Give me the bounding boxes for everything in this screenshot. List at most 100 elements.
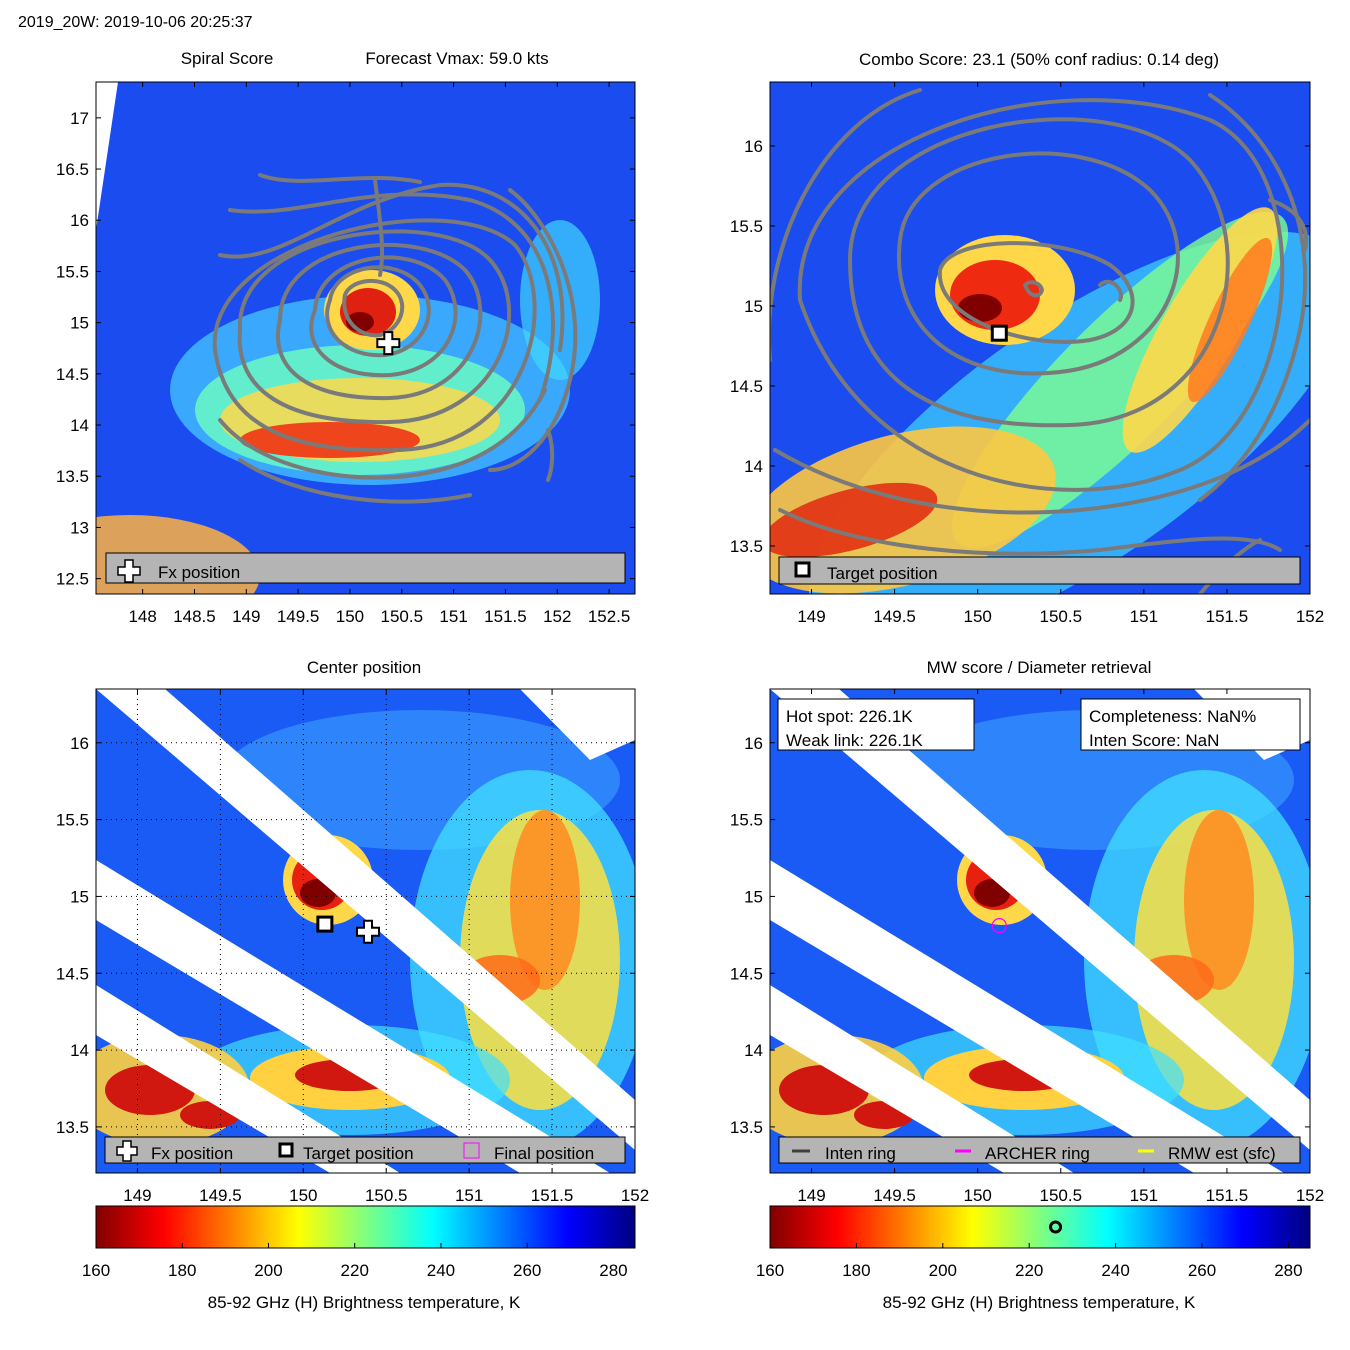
center-ytick-label: 16 xyxy=(70,734,89,753)
mw-info-right-box xyxy=(1080,698,1301,751)
spiral-x-ticks: 148 148.5 149 149.5 150 150.5 151 151.5 152 152.5 xyxy=(128,82,630,626)
combo-ytick-label: 15.5 xyxy=(730,217,763,236)
mw-ytick-label: 15.5 xyxy=(730,811,763,830)
spiral-xtick-label: 148.5 xyxy=(173,607,216,626)
mw-xtick-label: 150.5 xyxy=(1039,1186,1082,1205)
combo-xtick-label: 149 xyxy=(797,607,825,626)
colorbar-right-tick-label: 240 xyxy=(1101,1261,1129,1280)
spiral-contour-2 xyxy=(325,265,431,358)
spiral-ytick-label: 12.5 xyxy=(56,570,89,589)
spiral-xtick-label: 151.5 xyxy=(484,607,527,626)
spiral-axes-frame xyxy=(95,81,636,595)
colorbar-right-tick-label: 160 xyxy=(756,1261,784,1280)
spiral-ytick-label: 16 xyxy=(70,211,89,230)
combo-contour-12 xyxy=(1098,279,1123,302)
center-gap-3 xyxy=(96,985,400,1173)
combo-panel: Combo Score: 23.1 (50% conf radius: 0.14… xyxy=(730,50,1324,626)
colorbar-left-ticks: 160 180 200 220 240 260 280 xyxy=(82,1243,628,1280)
page-title: 2019_20W: 2019-10-06 20:25:37 xyxy=(18,14,253,31)
mw-ytick-label: 15 xyxy=(744,887,763,906)
mw-info-right: Completeness: NaN% Inten Score: NaN xyxy=(1080,698,1301,751)
spiral-xtick-label: 152 xyxy=(543,607,571,626)
colorbar-left-tick-label: 200 xyxy=(254,1261,282,1280)
combo-ytick-label: 13.5 xyxy=(730,537,763,556)
combo-xtick-label: 150 xyxy=(964,607,992,626)
combo-legend: Target position xyxy=(778,556,1301,585)
colorbar-left-tick-label: 260 xyxy=(513,1261,541,1280)
combo-contour-9 xyxy=(778,508,1282,556)
center-xtick-label: 149 xyxy=(123,1186,151,1205)
spiral-contours xyxy=(212,173,578,504)
combo-contour-1 xyxy=(1023,280,1044,298)
mw-legend: Inten ring ARCHER ring RMW est (sfc) xyxy=(778,1136,1301,1164)
combo-contour-3 xyxy=(896,151,1180,376)
center-panel: Center position xyxy=(56,658,649,1205)
spiral-xtick-label: 150 xyxy=(336,607,364,626)
target-position-marker xyxy=(316,915,334,933)
mw-gap-2 xyxy=(770,860,1284,1173)
combo-xtick-label: 151.5 xyxy=(1206,607,1249,626)
legend-plus-icon xyxy=(117,559,141,583)
colorbar-left-label: 85-92 GHz (H) Brightness temperature, K xyxy=(208,1293,521,1312)
mw-xtick-label: 152 xyxy=(1296,1186,1324,1205)
mw-ytick-label: 13.5 xyxy=(730,1118,763,1137)
spiral-contour-11 xyxy=(218,388,547,480)
colorbar-left-gradient xyxy=(95,1205,636,1249)
combo-markers xyxy=(990,324,1008,342)
mw-hot-spot-text: Hot spot: 226.1K xyxy=(786,707,913,726)
colorbar-right-marker xyxy=(1049,1220,1063,1234)
spiral-markers xyxy=(376,331,401,356)
center-ytick-label: 15 xyxy=(70,887,89,906)
combo-xtick-label: 151 xyxy=(1130,607,1158,626)
center-east-orange xyxy=(510,810,580,990)
colorbar-right-tick-label: 180 xyxy=(842,1261,870,1280)
colorbar-left-tick-label: 280 xyxy=(599,1261,627,1280)
center-xtick-label: 151 xyxy=(455,1186,483,1205)
mw-xtick-label: 151 xyxy=(1130,1186,1158,1205)
colorbar-left-tick-label: 180 xyxy=(168,1261,196,1280)
spiral-title-left: Spiral Score xyxy=(181,49,274,68)
combo-contour-7 xyxy=(1198,93,1308,502)
spiral-xtick-label: 151 xyxy=(439,607,467,626)
combo-band-orange xyxy=(1187,237,1273,403)
hot-spot-marker xyxy=(1049,1220,1063,1234)
spiral-xtick-label: 150.5 xyxy=(381,607,424,626)
spiral-contour-9 xyxy=(258,173,422,184)
center-legend-final-label: Final position xyxy=(494,1144,594,1163)
colorbar-left-tick-label: 240 xyxy=(427,1261,455,1280)
center-legend-target-label: Target position xyxy=(303,1144,414,1163)
center-gap-2 xyxy=(96,860,610,1173)
mw-gap-1 xyxy=(770,689,1310,1150)
mw-ytick-label: 16 xyxy=(744,734,763,753)
spiral-ytick-label: 13 xyxy=(70,518,89,537)
spiral-title-right: Forecast Vmax: 59.0 kts xyxy=(365,49,548,68)
combo-xtick-label: 152 xyxy=(1296,607,1324,626)
spiral-contour-6 xyxy=(212,218,537,453)
spiral-ytick-label: 13.5 xyxy=(56,467,89,486)
colorbar-left-tick-label: 160 xyxy=(82,1261,110,1280)
center-legend: Fx position Target position Final positi… xyxy=(104,1136,626,1164)
spiral-xtick-label: 149 xyxy=(232,607,260,626)
colorbar-left: 160 180 200 220 240 260 280 85-92 GHz (H) Brig… xyxy=(82,1205,636,1312)
mw-panel: MW score / Diameter retrieval xyxy=(730,658,1324,1205)
mw-xtick-label: 149 xyxy=(797,1186,825,1205)
colorbar-right-label: 85-92 GHz (H) Brightness temperature, K xyxy=(883,1293,1196,1312)
spiral-panel: Spiral Score Forecast Vmax: 59.0 kts xyxy=(56,49,636,626)
mw-xtick-label: 151.5 xyxy=(1206,1186,1249,1205)
spiral-contour-7 xyxy=(228,192,555,402)
spiral-contour-12 xyxy=(238,458,472,504)
combo-core-dark xyxy=(958,294,1002,322)
spiral-xtick-label: 148 xyxy=(128,607,156,626)
combo-core-red xyxy=(950,260,1040,330)
center-gap-5 xyxy=(560,689,635,720)
mw-info-left-box xyxy=(777,698,975,751)
mw-legend-rmw-label: RMW est (sfc) xyxy=(1168,1144,1276,1163)
center-axes-frame xyxy=(95,688,636,1174)
center-legend-box xyxy=(104,1136,626,1164)
mw-xtick-label: 149.5 xyxy=(873,1186,916,1205)
spiral-contour-5 xyxy=(237,229,512,425)
mw-weak-link-text: Weak link: 226.1K xyxy=(786,731,923,750)
spiral-ytick-label: 14.5 xyxy=(56,365,89,384)
mw-markers xyxy=(991,918,1007,934)
